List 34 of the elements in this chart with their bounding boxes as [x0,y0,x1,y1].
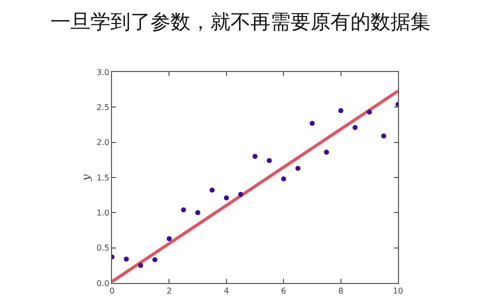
point [310,120,315,126]
point [381,134,386,138]
x-tick-label: 4 [224,286,229,296]
point [210,188,215,193]
y-tick-label: 0.5 [96,244,110,253]
chart-title: 一旦学到了参数，就不再需要原有的数据集 [50,10,430,34]
y-tick-label: 1.0 [96,208,110,218]
point [181,207,186,212]
point [281,176,286,182]
point [152,257,158,262]
point [138,262,144,268]
point [366,110,372,115]
point [324,150,329,155]
x-tick-label: 0 [109,286,115,296]
y-tick-label: 3.0 [96,68,110,77]
y-tick-label: 2.0 [96,138,110,148]
point [195,210,200,216]
y-tick-label: 2.5 [96,102,110,112]
point [266,158,272,164]
point [238,192,244,197]
point [252,154,258,159]
x-tick-label: 6 [281,286,286,296]
x-tick-label: 2 [166,286,172,296]
point [295,166,300,171]
y-tick-label: 0.0 [96,278,110,288]
y-axis-title: y [79,174,92,182]
point [124,256,129,262]
point [224,195,229,200]
point [352,125,358,130]
x-tick-label: 10 [392,286,404,296]
x-tick-label: 8 [338,286,344,296]
point [166,236,172,242]
point [338,108,344,114]
y-tick-label: 1.5 [96,173,110,182]
